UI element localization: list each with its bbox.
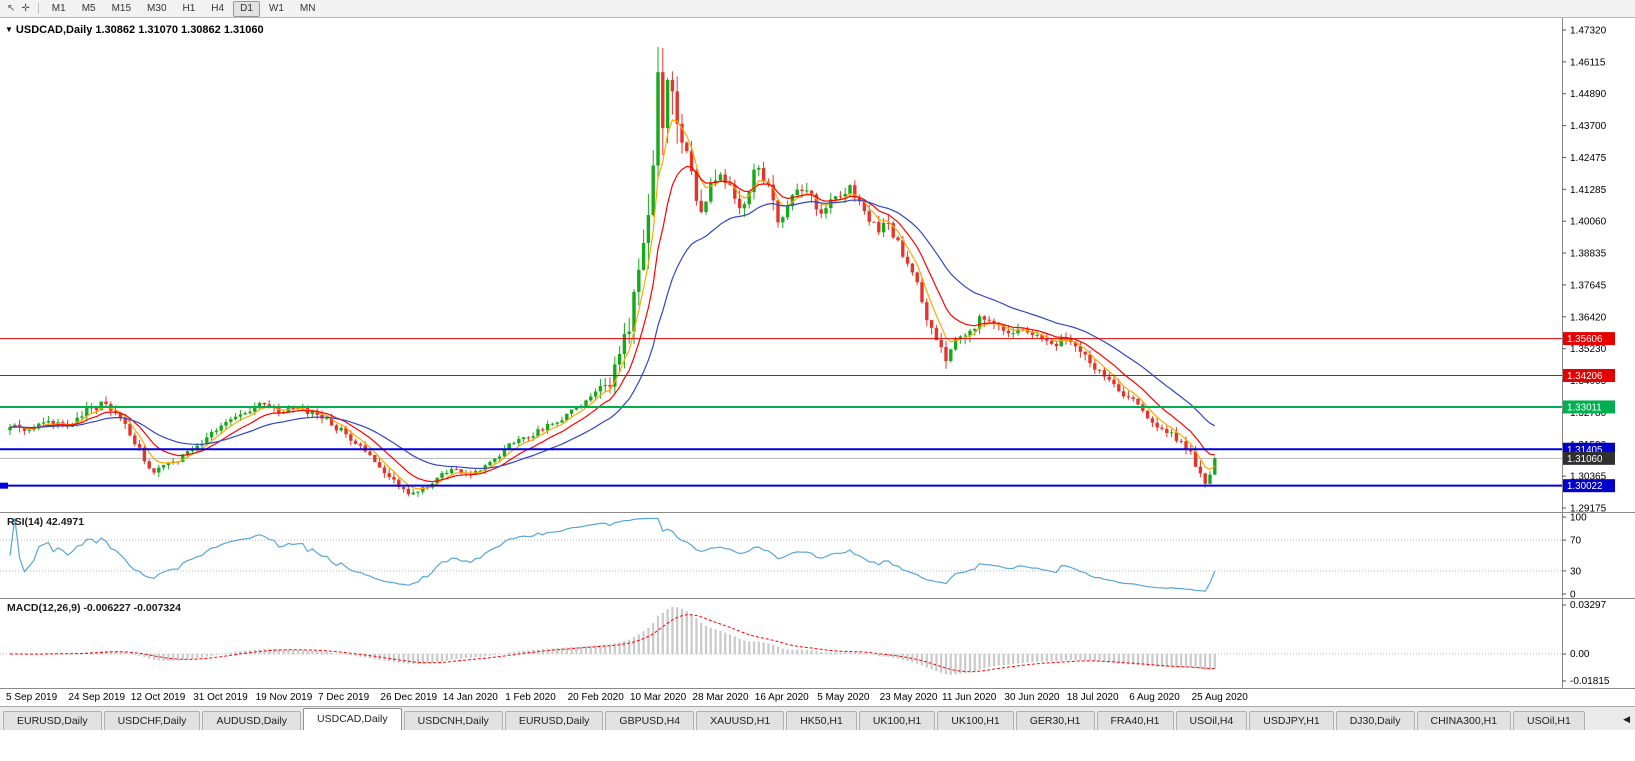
svg-text:1.43700: 1.43700 xyxy=(1570,121,1607,132)
status-area xyxy=(0,730,1635,761)
cursor-icon[interactable]: ↖ xyxy=(7,3,16,14)
time-axis-label: 5 Sep 2019 xyxy=(6,692,58,703)
svg-text:70: 70 xyxy=(1570,536,1582,547)
time-axis-label: 24 Sep 2019 xyxy=(68,692,126,703)
timeframe-d1-button[interactable]: D1 xyxy=(233,0,260,17)
timeframe-h1-button[interactable]: H1 xyxy=(182,2,196,14)
chart-tab-uk100-h1[interactable]: UK100,H1 xyxy=(937,711,1014,730)
chart-tab-usoil-h1[interactable]: USOil,H1 xyxy=(1513,711,1585,730)
chart-ohlc-title: USDCAD,Daily 1.30862 1.31070 1.30862 1.3… xyxy=(15,24,264,36)
timeframe-m1-button[interactable]: M1 xyxy=(51,2,66,14)
time-axis-label: 20 Feb 2020 xyxy=(567,692,624,703)
timeframe-toolbar: ↖ ✛ M1 M5 M15 M30 H1 H4 D1 W1 MN xyxy=(0,0,1635,18)
chart-tab-fra40-h1[interactable]: FRA40,H1 xyxy=(1096,711,1174,730)
svg-text:1.41285: 1.41285 xyxy=(1570,185,1607,196)
time-axis-label: 6 Aug 2020 xyxy=(1129,692,1180,703)
time-axis-label: 16 Apr 2020 xyxy=(754,692,809,703)
chart-tab-usdcnh-daily[interactable]: USDCNH,Daily xyxy=(403,711,503,730)
svg-text:1.34206: 1.34206 xyxy=(1567,371,1603,382)
rsi-canvas[interactable]: 100 70 30 0 xyxy=(0,512,1635,598)
rsi-indicator-panel[interactable]: 100 70 30 0 RSI(14) 42.4971 xyxy=(0,512,1635,598)
toolbar-separator xyxy=(37,3,39,14)
svg-text:1.38835: 1.38835 xyxy=(1570,249,1607,260)
chart-tab-xauusd-h1[interactable]: XAUUSD,H1 xyxy=(696,711,785,730)
svg-text:0: 0 xyxy=(1570,590,1576,599)
svg-text:1.37645: 1.37645 xyxy=(1570,280,1607,291)
svg-text:-0.01815: -0.01815 xyxy=(1570,676,1610,687)
timeframe-m30-button[interactable]: M30 xyxy=(147,2,167,14)
chart-tab-dj30-daily[interactable]: DJ30,Daily xyxy=(1335,711,1415,730)
macd-canvas[interactable]: 0.03297 0.00 -0.01815 xyxy=(0,598,1635,688)
chart-tab-usdchf-daily[interactable]: USDCHF,Daily xyxy=(103,711,201,730)
time-axis[interactable]: 5 Sep 2019 24 Sep 2019 12 Oct 2019 31 Oct 2… xyxy=(0,688,1635,706)
time-axis-label: 19 Nov 2019 xyxy=(255,692,313,703)
svg-text:1.46115: 1.46115 xyxy=(1570,57,1606,68)
macd-indicator-panel[interactable]: 0.03297 0.00 -0.01815 MACD(12,26,9) -0.006… xyxy=(0,598,1635,688)
toolbar-icons: ↖ ✛ xyxy=(4,3,33,14)
timeframe-m15-button[interactable]: M15 xyxy=(111,2,132,14)
svg-text:1.31405: 1.31405 xyxy=(1567,445,1603,456)
svg-text:1.29175: 1.29175 xyxy=(1570,504,1607,513)
time-axis-label: 26 Dec 2019 xyxy=(380,692,438,703)
tab-scroll-left-icon[interactable]: ◀ xyxy=(1623,714,1630,724)
svg-text:1.30365: 1.30365 xyxy=(1570,472,1607,483)
time-axis-label: 25 Aug 2020 xyxy=(1191,692,1248,703)
chart-tab-eurusd-daily[interactable]: EURUSD,Daily xyxy=(504,711,604,730)
timeframe-w1-button[interactable]: W1 xyxy=(268,2,284,14)
timeframe-mn-button[interactable]: MN xyxy=(299,2,316,14)
chart-tabs: EURUSD,Daily USDCHF,Daily AUDUSD,Daily USDC… xyxy=(0,707,1635,730)
chart-tab-eurusd-daily[interactable]: EURUSD,Daily xyxy=(3,711,102,730)
rsi-label: RSI(14) 42.4971 xyxy=(7,516,85,528)
svg-text:100: 100 xyxy=(1570,513,1587,524)
chart-tab-usoil-h4[interactable]: USOil,H4 xyxy=(1175,711,1248,730)
time-axis-label: 18 Jul 2020 xyxy=(1066,692,1119,703)
chart-title-bar: ▼ USDCAD,Daily 1.30862 1.31070 1.30862 1… xyxy=(5,24,264,36)
price-chart-canvas[interactable]: 1.47320 1.46115 1.44890 1.43700 1.42475 1.412… xyxy=(0,18,1635,512)
svg-text:0.00: 0.00 xyxy=(1570,649,1590,660)
chart-tab-china300-h1[interactable]: CHINA300,H1 xyxy=(1416,711,1512,730)
time-axis-label: 14 Jan 2020 xyxy=(442,692,498,703)
crosshair-icon[interactable]: ✛ xyxy=(21,3,30,14)
svg-text:1.30022: 1.30022 xyxy=(1567,481,1602,492)
svg-text:1.35606: 1.35606 xyxy=(1567,334,1603,345)
svg-text:1.40060: 1.40060 xyxy=(1570,217,1607,228)
chart-tab-ger30-h1[interactable]: GER30,H1 xyxy=(1015,711,1095,730)
svg-text:0.03297: 0.03297 xyxy=(1570,600,1607,611)
svg-text:1.47320: 1.47320 xyxy=(1570,26,1607,37)
timeframe-buttons: M1 M5 M15 M30 H1 H4 D1 W1 MN xyxy=(44,0,324,17)
macd-label: MACD(12,26,9) -0.006227 -0.007324 xyxy=(7,602,181,614)
time-axis-label: 31 Oct 2019 xyxy=(193,692,248,703)
time-axis-label: 10 Mar 2020 xyxy=(630,692,687,703)
chart-tab-gbpusd-h4[interactable]: GBPUSD,H4 xyxy=(605,711,695,730)
time-axis-label: 12 Oct 2019 xyxy=(130,692,186,703)
svg-text:1.35230: 1.35230 xyxy=(1570,344,1607,355)
chart-tab-usdcad-daily[interactable]: USDCAD,Daily xyxy=(303,708,402,730)
svg-text:1.44890: 1.44890 xyxy=(1570,89,1607,100)
time-axis-label: 11 Jun 2020 xyxy=(942,692,997,703)
svg-text:1.42475: 1.42475 xyxy=(1570,153,1607,164)
svg-text:30: 30 xyxy=(1570,566,1582,577)
time-axis-label: 7 Dec 2019 xyxy=(318,692,370,703)
chart-tab-uk100-h1[interactable]: UK100,H1 xyxy=(858,711,936,730)
chart-dropdown-icon[interactable]: ▼ xyxy=(5,25,13,34)
svg-text:1.33011: 1.33011 xyxy=(1567,402,1602,413)
chart-tab-bar: EURUSD,Daily USDCHF,Daily AUDUSD,Daily USDC… xyxy=(0,706,1635,730)
timeframe-h4-button[interactable]: H4 xyxy=(211,2,225,14)
time-axis-label: 30 Jun 2020 xyxy=(1004,692,1060,703)
time-axis-label: 5 May 2020 xyxy=(817,692,870,703)
svg-text:1.31060: 1.31060 xyxy=(1567,454,1603,465)
time-axis-label: 28 Mar 2020 xyxy=(692,692,749,703)
timeframe-m5-button[interactable]: M5 xyxy=(81,2,96,14)
time-axis-label: 1 Feb 2020 xyxy=(505,692,556,703)
time-axis-label: 23 May 2020 xyxy=(879,692,938,703)
chart-tab-audusd-daily[interactable]: AUDUSD,Daily xyxy=(202,711,302,730)
svg-text:1.36420: 1.36420 xyxy=(1570,312,1607,323)
chart-tab-hk50-h1[interactable]: HK50,H1 xyxy=(786,711,857,730)
price-chart-panel[interactable]: 1.47320 1.46115 1.44890 1.43700 1.42475 1.412… xyxy=(0,18,1635,512)
chart-tab-usdjpy-h1[interactable]: USDJPY,H1 xyxy=(1249,711,1334,730)
